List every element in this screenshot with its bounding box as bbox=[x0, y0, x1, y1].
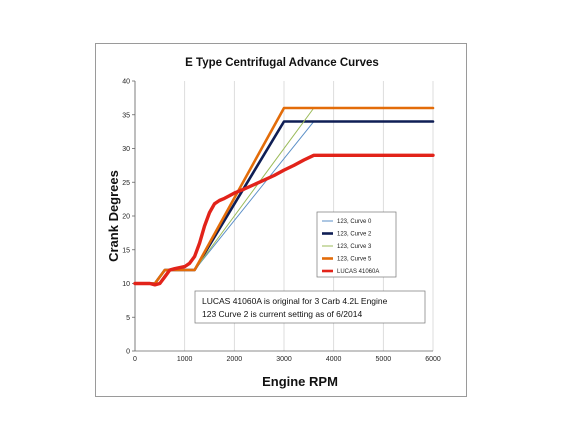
chart-title: E Type Centrifugal Advance Curves bbox=[185, 57, 379, 69]
x-tick-label: 1000 bbox=[177, 356, 193, 363]
legend-label: LUCAS 41060A bbox=[337, 269, 379, 275]
y-tick-label: 25 bbox=[122, 180, 130, 187]
x-axis-title: Engine RPM bbox=[262, 374, 338, 389]
annotation-box: LUCAS 41060A is original for 3 Carb 4.2L… bbox=[194, 290, 426, 324]
x-tick-label: 2000 bbox=[227, 356, 243, 363]
x-tick-label: 5000 bbox=[376, 356, 392, 363]
legend-label: 123, Curve 5 bbox=[337, 257, 372, 263]
y-tick-label: 0 bbox=[126, 349, 130, 356]
legend-box bbox=[316, 211, 397, 278]
y-axis-title: Crank Degrees bbox=[106, 170, 121, 262]
series-line bbox=[133, 153, 435, 287]
legend-label: 123, Curve 2 bbox=[337, 232, 372, 238]
x-tick-label: 4000 bbox=[326, 356, 342, 363]
y-tick-label: 20 bbox=[122, 214, 130, 221]
chart-frame: E Type Centrifugal Advance Curves 0 1000 2… bbox=[95, 43, 467, 397]
annotation-line-2: 123 Curve 2 is current setting as of 6/2… bbox=[202, 309, 362, 319]
y-tick-labels: 0 5 10 15 20 25 30 35 40 bbox=[122, 79, 135, 356]
y-tick-label: 5 bbox=[126, 315, 130, 322]
y-tick-label: 35 bbox=[122, 112, 130, 119]
y-tick-label: 10 bbox=[122, 281, 130, 288]
advance-curves-chart: E Type Centrifugal Advance Curves 0 1000 2… bbox=[106, 57, 441, 389]
legend-label: 123, Curve 0 bbox=[337, 219, 372, 225]
x-tick-label: 0 bbox=[133, 356, 137, 363]
series-lines bbox=[133, 106, 435, 287]
chart-legend: 123, Curve 0 123, Curve 2 123, Curve 3 123,… bbox=[316, 211, 397, 278]
annotation-rect bbox=[194, 290, 426, 324]
y-tick-label: 40 bbox=[122, 79, 130, 86]
y-tick-label: 15 bbox=[122, 247, 130, 254]
annotation-line-1: LUCAS 41060A is original for 3 Carb 4.2L… bbox=[202, 296, 388, 306]
legend-label: 123, Curve 3 bbox=[337, 244, 372, 250]
x-tick-label: 6000 bbox=[425, 356, 441, 363]
x-tick-label: 3000 bbox=[276, 356, 292, 363]
y-tick-label: 30 bbox=[122, 146, 130, 153]
x-tick-labels: 0 1000 2000 3000 4000 5000 6000 bbox=[133, 356, 441, 363]
